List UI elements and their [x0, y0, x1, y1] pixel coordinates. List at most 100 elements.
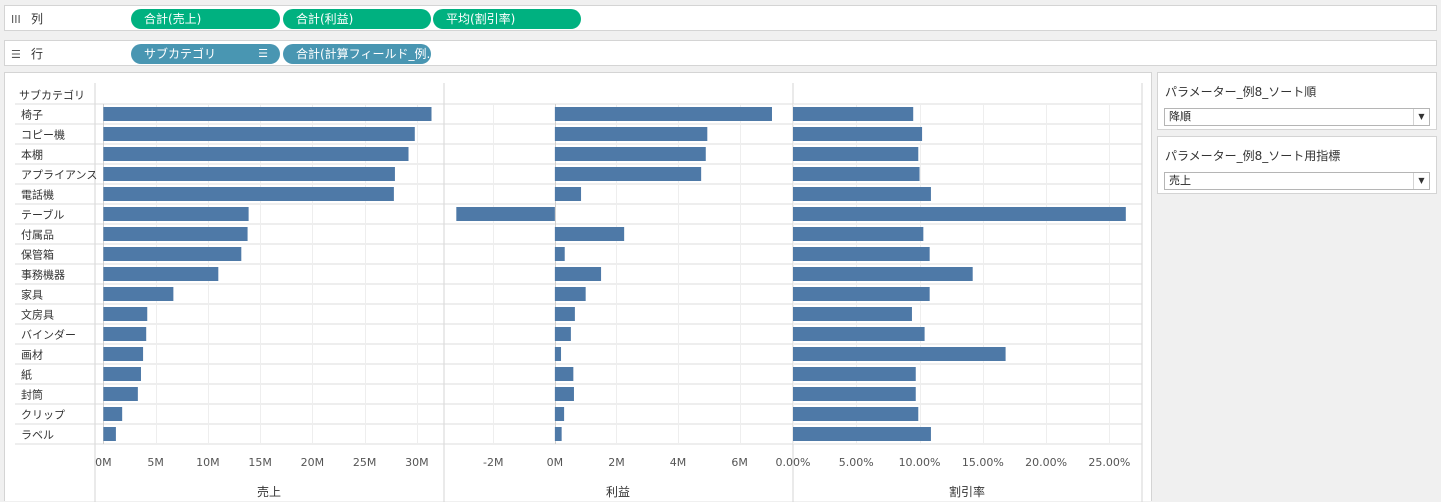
- category-label: 付属品: [21, 229, 54, 242]
- parameter-title: パラメーター_例8_ソート用指標: [1165, 149, 1341, 163]
- bar: [793, 207, 1126, 221]
- category-label: 画材: [21, 348, 43, 362]
- columns-icon: ⅠⅠⅠ: [11, 13, 21, 26]
- bar: [103, 107, 432, 121]
- chevron-down-icon[interactable]: ▼: [1413, 109, 1429, 125]
- row-header-label: サブカテゴリ: [19, 88, 85, 102]
- pill-sum-profit[interactable]: 合計(利益): [283, 9, 431, 29]
- category-label: ラベル: [21, 429, 54, 442]
- bar: [103, 307, 148, 321]
- bar: [554, 167, 702, 181]
- bar: [554, 407, 565, 421]
- bar: [793, 107, 914, 121]
- bar: [554, 427, 562, 441]
- category-label: 封筒: [21, 388, 43, 402]
- tick-label: 4M: [670, 456, 687, 469]
- bar: [554, 227, 625, 241]
- tick-label: 20.00%: [1025, 456, 1067, 469]
- bar: [554, 267, 602, 281]
- bar: [793, 227, 924, 241]
- bar: [554, 367, 574, 381]
- bar: [554, 247, 565, 261]
- bar: [793, 307, 912, 321]
- sort-descending-icon[interactable]: ☰: [258, 47, 268, 60]
- bar: [793, 127, 923, 141]
- bar: [103, 287, 174, 301]
- bar: [554, 307, 575, 321]
- category-label: 椅子: [21, 108, 43, 122]
- bar: [793, 407, 919, 421]
- bar: [793, 387, 916, 401]
- bar: [103, 327, 147, 341]
- bar: [793, 247, 930, 261]
- bar: [103, 167, 395, 181]
- tick-label: -2M: [483, 456, 503, 469]
- bar: [554, 287, 586, 301]
- bar: [456, 207, 555, 221]
- category-label: 本棚: [21, 148, 43, 162]
- pill-avg-discount[interactable]: 平均(割引率): [433, 9, 581, 29]
- category-label: 保管箱: [21, 248, 54, 262]
- bar: [554, 387, 574, 401]
- bar-chart: サブカテゴリ椅子コピー機本棚アプライアンス電話機テーブル付属品保管箱事務機器家具…: [15, 83, 1143, 502]
- category-label: コピー機: [21, 128, 65, 142]
- bar: [793, 347, 1006, 361]
- bar: [103, 127, 415, 141]
- axis-title: 利益: [606, 485, 630, 499]
- pill-sum-calc-field[interactable]: 合計(計算フィールド_例..: [283, 44, 431, 64]
- parameter-title: パラメーター_例8_ソート順: [1165, 85, 1317, 99]
- bar: [793, 367, 916, 381]
- rows-shelf: ☰ 行 サブカテゴリ ☰ 合計(計算フィールド_例..: [4, 40, 1437, 66]
- tick-label: 15M: [248, 456, 272, 469]
- category-label: バインダー: [21, 328, 76, 342]
- bar: [793, 427, 931, 441]
- tick-label: 5M: [147, 456, 164, 469]
- tick-label: 10.00%: [899, 456, 941, 469]
- bar: [103, 367, 141, 381]
- tick-label: 0M: [95, 456, 112, 469]
- bar: [103, 227, 248, 241]
- bar: [103, 267, 219, 281]
- columns-shelf-label: ⅠⅠⅠ 列: [11, 12, 44, 26]
- chevron-down-icon[interactable]: ▼: [1413, 173, 1429, 189]
- sort-order-dropdown[interactable]: 降順 ▼: [1164, 108, 1430, 126]
- tick-label: 10M: [196, 456, 220, 469]
- tick-label: 2M: [608, 456, 625, 469]
- tick-label: 5.00%: [839, 456, 874, 469]
- bar: [103, 207, 249, 221]
- bar: [793, 267, 973, 281]
- category-label: 紙: [21, 368, 32, 382]
- category-label: 文房具: [21, 308, 54, 322]
- bar: [103, 347, 144, 361]
- bar: [554, 327, 571, 341]
- bar: [103, 427, 116, 441]
- tick-label: 6M: [731, 456, 748, 469]
- bar: [793, 187, 931, 201]
- pill-sum-sales[interactable]: 合計(売上): [131, 9, 280, 29]
- bar: [103, 387, 138, 401]
- tick-label: 0.00%: [776, 456, 811, 469]
- tick-label: 20M: [301, 456, 325, 469]
- bar: [793, 147, 919, 161]
- pill-subcategory[interactable]: サブカテゴリ ☰: [131, 44, 280, 64]
- category-label: テーブル: [21, 208, 64, 222]
- axis-title: 割引率: [949, 484, 985, 499]
- bar: [103, 147, 409, 161]
- rows-shelf-label: ☰ 行: [11, 47, 44, 61]
- parameter-sort-measure: パラメーター_例8_ソート用指標 売上 ▼: [1157, 136, 1437, 194]
- category-label: クリップ: [21, 409, 65, 422]
- tick-label: 25M: [353, 456, 377, 469]
- columns-shelf: ⅠⅠⅠ 列 合計(売上) 合計(利益) 平均(割引率): [4, 5, 1437, 31]
- tick-label: 30M: [405, 456, 429, 469]
- sort-measure-dropdown[interactable]: 売上 ▼: [1164, 172, 1430, 190]
- bar: [103, 247, 242, 261]
- bar: [554, 107, 772, 121]
- bar: [554, 147, 706, 161]
- tick-label: 25.00%: [1088, 456, 1130, 469]
- category-label: アプライアンス: [21, 169, 97, 182]
- bar: [554, 187, 582, 201]
- rows-icon: ☰: [11, 48, 21, 61]
- category-label: 電話機: [21, 188, 54, 202]
- axis-title: 売上: [257, 484, 281, 499]
- tick-label: 0M: [547, 456, 564, 469]
